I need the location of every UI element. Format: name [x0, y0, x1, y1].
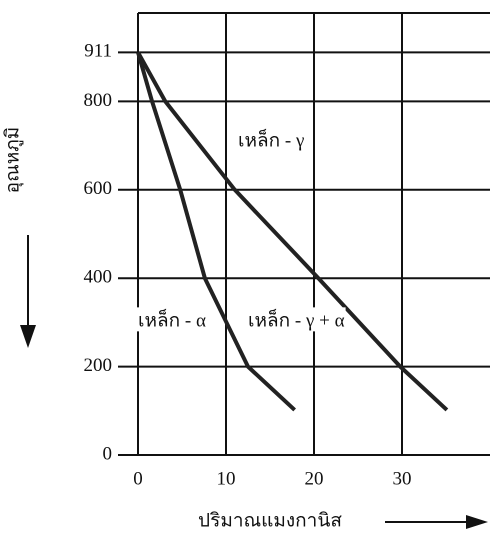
y-tick-label: 0 [103, 443, 113, 464]
chart: อุณหภูมิ ปริมาณแมงกานิส 0200400600800911… [0, 0, 490, 537]
y-tick-label: 800 [84, 90, 113, 111]
x-tick-label: 10 [217, 468, 236, 489]
y-tick-label: 400 [84, 267, 113, 288]
x-tick-label: 30 [393, 468, 412, 489]
y-tick-label: 600 [84, 178, 113, 199]
curve [138, 52, 447, 410]
y-tick-label: 911 [84, 41, 112, 62]
region-label: เหล็ก - γ [238, 127, 304, 151]
region-label: เหล็ก - α [138, 307, 206, 331]
x-axis-label: ปริมาณแมงกานิส [198, 510, 342, 531]
region-label: เหล็ก - γ + α [248, 307, 345, 331]
x-arrow [385, 515, 488, 529]
x-tick-label: 0 [133, 468, 143, 489]
y-axis-label: อุณหภูมิ [2, 127, 24, 194]
y-tick-label: 200 [84, 355, 113, 376]
x-tick-label: 20 [305, 468, 324, 489]
y-arrow [20, 235, 36, 348]
